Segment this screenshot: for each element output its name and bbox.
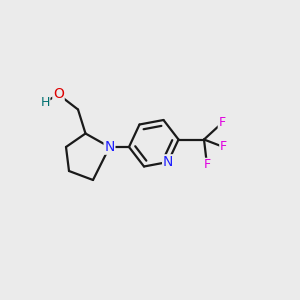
Text: H: H <box>40 95 50 109</box>
Text: F: F <box>203 158 211 172</box>
Text: N: N <box>163 155 173 169</box>
Text: O: O <box>53 88 64 101</box>
Text: N: N <box>104 140 115 154</box>
Text: F: F <box>220 140 227 154</box>
Text: F: F <box>218 116 226 130</box>
